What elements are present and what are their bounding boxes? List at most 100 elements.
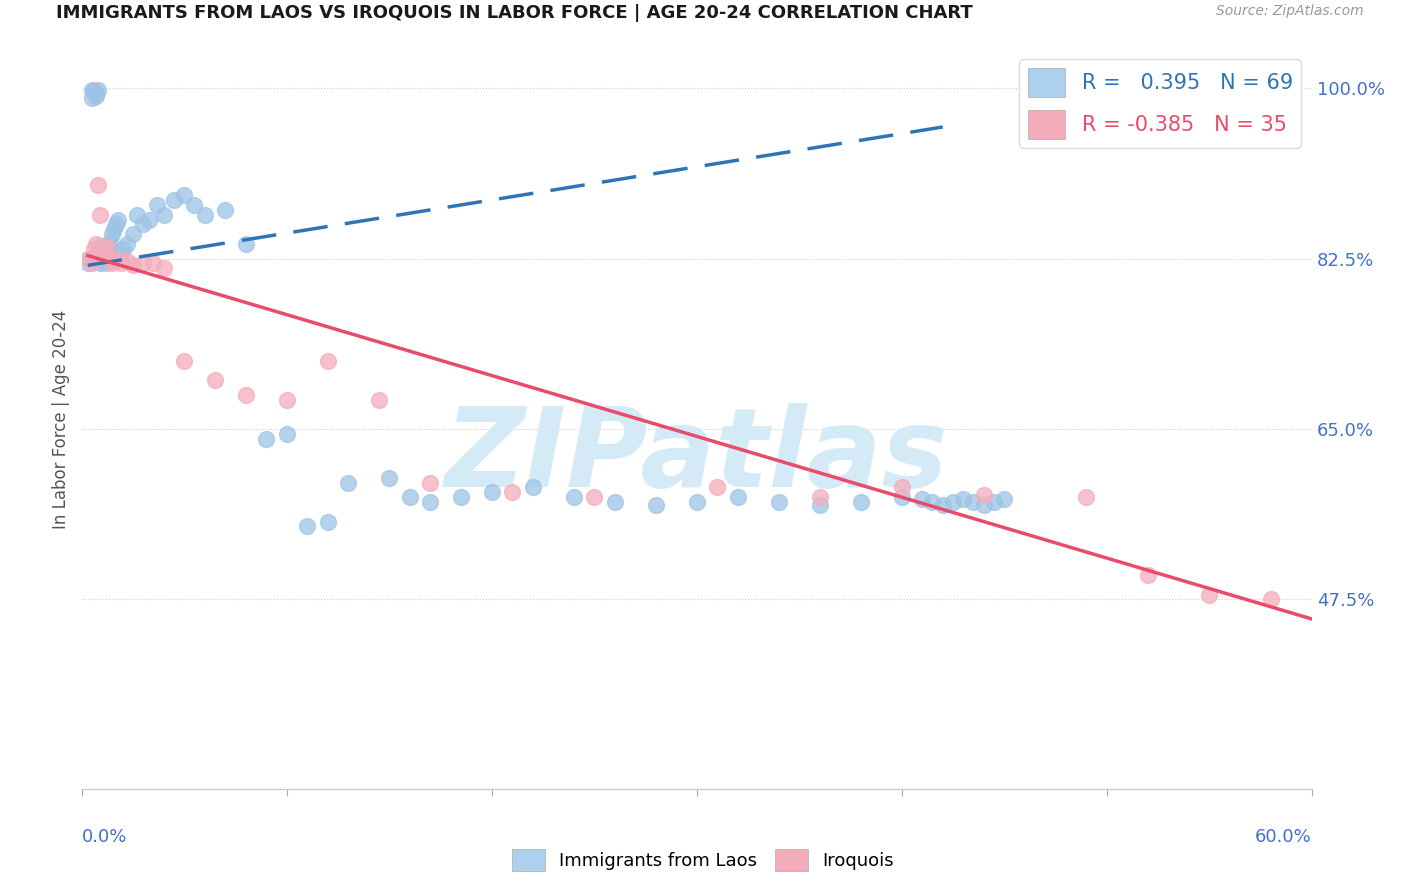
Point <box>80 256 103 270</box>
Point <box>644 498 666 512</box>
Point <box>316 515 339 529</box>
Text: IMMIGRANTS FROM LAOS VS IROQUOIS IN LABOR FORCE | AGE 20-24 CORRELATION CHART: IMMIGRANTS FROM LAOS VS IROQUOIS IN LABO… <box>56 4 973 22</box>
Point <box>110 246 132 260</box>
Point <box>105 218 128 232</box>
Text: ZIPatlas: ZIPatlas <box>444 403 949 509</box>
Point <box>101 256 124 270</box>
Point <box>89 239 111 253</box>
Point <box>583 490 606 504</box>
Point <box>808 490 831 504</box>
Point <box>91 254 114 268</box>
Point <box>97 239 120 253</box>
Point <box>132 218 155 232</box>
Point <box>138 212 160 227</box>
Point <box>727 490 749 504</box>
Point <box>107 212 129 227</box>
Point <box>96 252 118 266</box>
Point <box>1198 588 1220 602</box>
Legend: R =   0.395   N = 69, R = -0.385   N = 35: R = 0.395 N = 69, R = -0.385 N = 35 <box>1019 60 1302 147</box>
Point <box>1260 592 1282 607</box>
Point <box>204 373 226 387</box>
Point <box>921 495 943 509</box>
Point <box>973 498 995 512</box>
Point <box>768 495 790 509</box>
Point <box>97 244 120 259</box>
Point <box>111 242 134 256</box>
Point <box>96 239 118 253</box>
Point <box>93 242 115 256</box>
Point <box>97 249 120 263</box>
Point <box>80 91 103 105</box>
Point <box>89 256 111 270</box>
Point <box>911 492 934 507</box>
Point <box>686 495 709 509</box>
Point <box>276 392 298 407</box>
Point <box>276 426 298 441</box>
Point <box>932 498 955 512</box>
Point <box>152 208 174 222</box>
Point <box>378 471 401 485</box>
Point <box>142 256 165 270</box>
Point <box>1076 490 1098 504</box>
Point <box>501 485 523 500</box>
Point <box>562 490 585 504</box>
Point <box>125 208 148 222</box>
Point <box>103 222 125 236</box>
Text: 60.0%: 60.0% <box>1256 828 1312 846</box>
Point <box>83 84 105 98</box>
Point <box>194 208 217 222</box>
Text: 0.0%: 0.0% <box>82 828 127 846</box>
Point <box>76 256 98 270</box>
Point <box>890 490 912 504</box>
Point <box>337 475 360 490</box>
Point <box>146 198 169 212</box>
Point <box>115 236 138 251</box>
Point <box>973 488 995 502</box>
Point <box>481 485 503 500</box>
Point <box>706 480 728 494</box>
Point <box>84 88 107 103</box>
Point <box>254 432 277 446</box>
Point <box>295 519 318 533</box>
Point <box>173 188 195 202</box>
Point <box>983 495 1005 509</box>
Point <box>87 246 110 260</box>
Point <box>96 256 118 270</box>
Point <box>173 353 195 368</box>
Point <box>132 256 155 270</box>
Point <box>214 202 236 217</box>
Point <box>603 495 626 509</box>
Point <box>183 198 205 212</box>
Point <box>80 83 103 97</box>
Point <box>105 252 128 266</box>
Point <box>91 246 114 260</box>
Point <box>121 227 143 242</box>
Point <box>83 242 105 256</box>
Point <box>962 495 984 509</box>
Point <box>849 495 872 509</box>
Point <box>89 208 111 222</box>
Point <box>235 388 257 402</box>
Point <box>952 492 974 507</box>
Point <box>522 480 544 494</box>
Point <box>808 498 831 512</box>
Point <box>419 495 441 509</box>
Point <box>121 258 143 272</box>
Point <box>316 353 339 368</box>
Point <box>890 480 912 494</box>
Point <box>235 236 257 251</box>
Point <box>115 254 138 268</box>
Point <box>367 392 389 407</box>
Point <box>91 246 114 260</box>
Point <box>152 261 174 276</box>
Point <box>419 475 441 490</box>
Point <box>942 495 965 509</box>
Point <box>87 83 110 97</box>
Point <box>87 178 110 193</box>
Point <box>1136 568 1159 582</box>
Y-axis label: In Labor Force | Age 20-24: In Labor Force | Age 20-24 <box>52 310 70 529</box>
Point <box>83 85 105 99</box>
Point <box>76 252 98 266</box>
Point <box>93 242 115 256</box>
Point <box>110 256 132 270</box>
